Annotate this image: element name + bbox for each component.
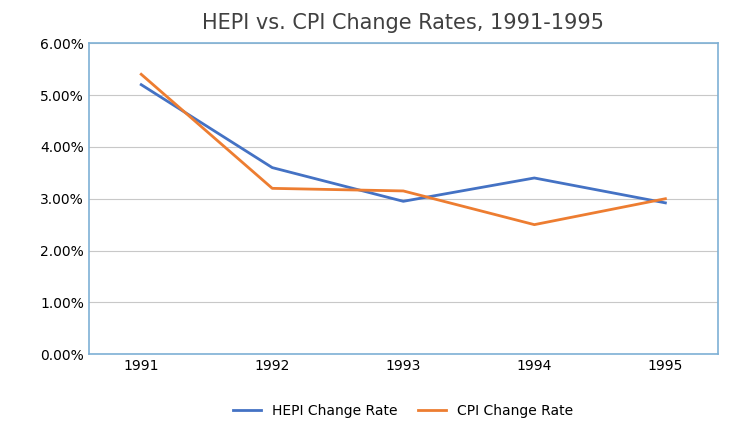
Legend: HEPI Change Rate, CPI Change Rate: HEPI Change Rate, CPI Change Rate <box>228 398 579 424</box>
Line: HEPI Change Rate: HEPI Change Rate <box>141 85 665 203</box>
HEPI Change Rate <box>399 199 408 204</box>
CPI Change Rate <box>268 186 277 191</box>
CPI Change Rate <box>137 72 146 77</box>
Line: CPI Change Rate: CPI Change Rate <box>141 74 665 225</box>
CPI Change Rate <box>530 222 539 227</box>
CPI Change Rate <box>399 188 408 194</box>
Title: HEPI vs. CPI Change Rates, 1991-1995: HEPI vs. CPI Change Rates, 1991-1995 <box>202 13 605 33</box>
HEPI Change Rate <box>530 175 539 181</box>
HEPI Change Rate <box>137 82 146 87</box>
CPI Change Rate <box>661 196 670 201</box>
HEPI Change Rate <box>661 200 670 206</box>
HEPI Change Rate <box>268 165 277 170</box>
